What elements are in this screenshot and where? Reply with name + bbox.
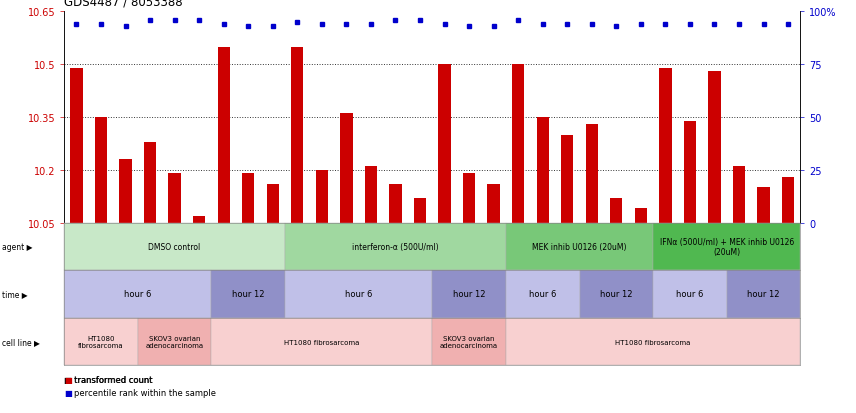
Text: percentile rank within the sample: percentile rank within the sample — [74, 388, 217, 397]
Bar — [634, 209, 647, 223]
Text: interferon-α (500U/ml): interferon-α (500U/ml) — [352, 242, 439, 251]
Bar — [659, 69, 671, 223]
Text: MEK inhib U0126 (20uM): MEK inhib U0126 (20uM) — [532, 242, 627, 251]
Bar — [561, 135, 574, 223]
Bar — [169, 174, 181, 223]
Text: hour 6: hour 6 — [124, 290, 152, 299]
Bar — [266, 185, 279, 223]
Text: hour 6: hour 6 — [676, 290, 704, 299]
Text: hour 12: hour 12 — [232, 290, 265, 299]
Bar — [365, 167, 377, 223]
Bar — [95, 118, 107, 223]
Text: ■ transformed count: ■ transformed count — [64, 375, 153, 385]
Bar — [217, 47, 229, 223]
Text: hour 12: hour 12 — [747, 290, 780, 299]
Bar — [708, 72, 721, 223]
Bar — [684, 121, 696, 223]
Text: SKOV3 ovarian
adenocarcinoma: SKOV3 ovarian adenocarcinoma — [440, 335, 498, 348]
Text: HT1080 fibrosarcoma: HT1080 fibrosarcoma — [284, 339, 360, 345]
Bar — [144, 142, 156, 223]
Text: IFNα (500U/ml) + MEK inhib U0126
(20uM): IFNα (500U/ml) + MEK inhib U0126 (20uM) — [660, 237, 794, 256]
Text: SKOV3 ovarian
adenocarcinoma: SKOV3 ovarian adenocarcinoma — [146, 335, 204, 348]
Text: ■: ■ — [64, 388, 72, 397]
Text: hour 12: hour 12 — [600, 290, 633, 299]
Bar — [316, 171, 328, 223]
Text: transformed count: transformed count — [74, 375, 152, 385]
Text: hour 6: hour 6 — [345, 290, 372, 299]
Bar — [70, 69, 82, 223]
Text: GDS4487 / 8053388: GDS4487 / 8053388 — [64, 0, 183, 8]
Bar — [119, 160, 132, 223]
Text: hour 6: hour 6 — [529, 290, 556, 299]
Bar — [733, 167, 745, 223]
Bar — [487, 185, 500, 223]
Bar — [389, 185, 401, 223]
Bar — [193, 216, 205, 223]
Bar — [340, 114, 353, 223]
Text: cell line ▶: cell line ▶ — [2, 337, 39, 346]
Text: HT1080
fibrosarcoma: HT1080 fibrosarcoma — [78, 335, 124, 348]
Bar — [413, 199, 426, 223]
Bar — [242, 174, 254, 223]
Text: time ▶: time ▶ — [2, 290, 27, 299]
Text: ■: ■ — [64, 375, 72, 385]
Bar — [537, 118, 549, 223]
Bar — [463, 174, 475, 223]
Bar — [291, 47, 303, 223]
Text: HT1080 fibrosarcoma: HT1080 fibrosarcoma — [615, 339, 691, 345]
Bar — [610, 199, 622, 223]
Bar — [438, 65, 450, 223]
Bar — [782, 178, 794, 223]
Bar — [586, 125, 597, 223]
Bar — [512, 65, 524, 223]
Text: hour 12: hour 12 — [453, 290, 485, 299]
Text: agent ▶: agent ▶ — [2, 242, 33, 251]
Text: DMSO control: DMSO control — [148, 242, 201, 251]
Bar — [758, 188, 770, 223]
